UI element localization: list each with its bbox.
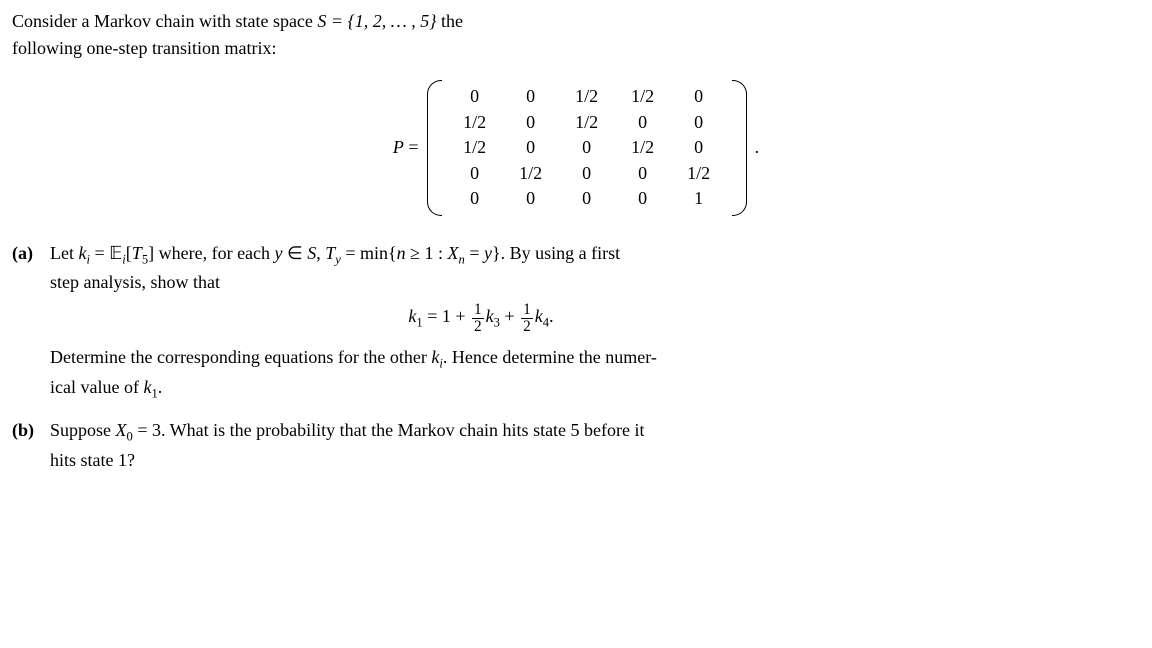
intro-line1-pre: Consider a Markov chain with state space — [12, 11, 317, 31]
intro-line2: following one-step transition matrix: — [12, 35, 912, 62]
part-a-equation: k1 = 1 + 12k3 + 12k4. — [50, 302, 912, 334]
matrix-paren-wrap: 001/21/201/201/2001/2001/2001/2001/20000… — [427, 80, 747, 216]
part-a-label: (a) — [12, 240, 40, 403]
part-a-text1: Let ki = 𝔼i[T5] where, for each y ∈ S, T… — [50, 240, 912, 296]
trailing-dot: . — [755, 134, 760, 161]
part-b: (b) Suppose X0 = 3. What is the probabil… — [12, 417, 912, 473]
transition-matrix-block: P = 001/21/201/201/2001/2001/2001/2001/2… — [12, 80, 1140, 216]
matrix-cell: 0 — [615, 110, 671, 136]
matrix-cell: 1/2 — [559, 110, 615, 136]
part-a-text2: Determine the corresponding equations fo… — [50, 344, 912, 403]
matrix-cell: 0 — [615, 161, 671, 187]
matrix-cell: 0 — [503, 110, 559, 136]
comma: , — [316, 243, 325, 263]
rparen-icon — [733, 80, 747, 216]
part-b-body: Suppose X0 = 3. What is the probability … — [50, 417, 912, 473]
problem-parts: (a) Let ki = 𝔼i[T5] where, for each y ∈ … — [12, 240, 912, 474]
matrix-cell: 0 — [503, 84, 559, 110]
part-b-text-pre: Suppose — [50, 420, 116, 440]
matrix-cell: 1/2 — [615, 84, 671, 110]
matrix-cell: 1 — [671, 186, 727, 212]
matrix-cell: 1/2 — [447, 135, 503, 161]
matrix-table: 001/21/201/201/2001/2001/2001/2001/20000… — [447, 84, 727, 212]
matrix-cell: 0 — [503, 186, 559, 212]
intro-line1-post: the — [441, 11, 463, 31]
X0-def: X0 = 3 — [116, 420, 161, 440]
matrix-cell: 1/2 — [503, 161, 559, 187]
matrix-cell: 1/2 — [615, 135, 671, 161]
part-b-label: (b) — [12, 417, 40, 473]
lparen-icon — [427, 80, 441, 216]
matrix-cell: 0 — [671, 110, 727, 136]
matrix-cell: 1/2 — [447, 110, 503, 136]
part-a-text1-mid: where, for each — [159, 243, 275, 263]
y-in-S: y ∈ S — [275, 243, 317, 263]
matrix-cell: 0 — [671, 84, 727, 110]
part-a-body: Let ki = 𝔼i[T5] where, for each y ∈ S, T… — [50, 240, 912, 403]
matrix-cell: 0 — [559, 135, 615, 161]
matrix-cell: 0 — [503, 135, 559, 161]
matrix-cell: 0 — [447, 84, 503, 110]
problem-intro: Consider a Markov chain with state space… — [12, 8, 912, 62]
matrix-cell: 0 — [671, 135, 727, 161]
matrix-cell: 0 — [559, 161, 615, 187]
matrix-cell: 0 — [615, 186, 671, 212]
part-a-text1-pre: Let — [50, 243, 79, 263]
ki-def: ki = 𝔼i[T5] — [79, 243, 155, 263]
state-space: S = {1, 2, … , 5} — [317, 11, 441, 31]
matrix-cell: 0 — [559, 186, 615, 212]
matrix-cell: 1/2 — [671, 161, 727, 187]
part-a: (a) Let ki = 𝔼i[T5] where, for each y ∈ … — [12, 240, 912, 403]
matrix-lhs: P = — [393, 134, 419, 161]
matrix-cell: 0 — [447, 161, 503, 187]
matrix-cell: 0 — [447, 186, 503, 212]
matrix-cell: 1/2 — [559, 84, 615, 110]
Ty-def: Ty = min{n ≥ 1 : Xn = y} — [325, 243, 500, 263]
